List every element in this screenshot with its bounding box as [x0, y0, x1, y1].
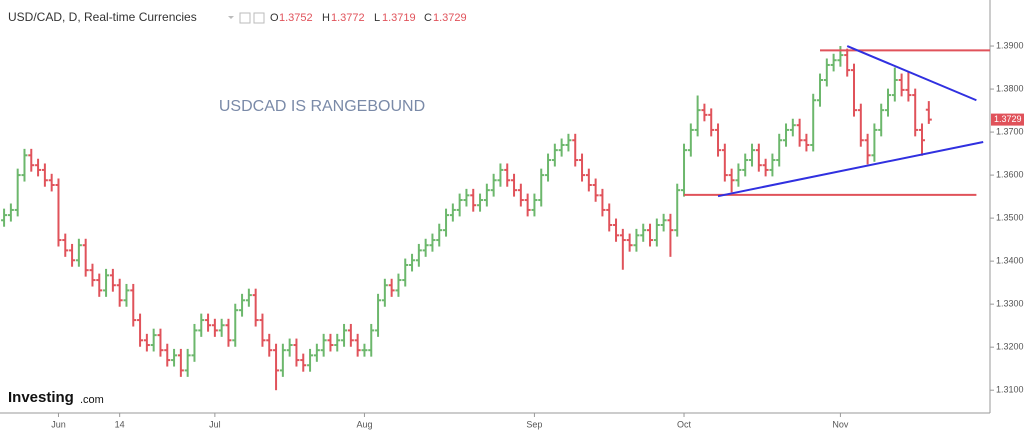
trendline	[717, 140, 984, 198]
x-tick-label: Sep	[526, 419, 542, 429]
ohlc-label: L	[374, 12, 380, 24]
trendline	[846, 45, 977, 102]
x-tick-label: Nov	[832, 419, 849, 429]
ohlc-value: 1.3729	[433, 12, 467, 24]
x-tick-label: 14	[115, 419, 125, 429]
brand-suffix: .com	[80, 394, 104, 406]
y-tick-label: 1.3300	[996, 299, 1024, 309]
y-tick-label: 1.3900	[996, 40, 1024, 50]
y-tick-label: 1.3700	[996, 126, 1024, 136]
ohlc-label: C	[424, 12, 432, 24]
x-tick-label: Oct	[677, 419, 692, 429]
y-tick-label: 1.3800	[996, 83, 1024, 93]
x-tick-label: Aug	[356, 419, 372, 429]
annotation: USDCAD IS RANGEBOUND	[219, 98, 425, 115]
x-tick-label: Jun	[51, 419, 66, 429]
chart-title: USD/CAD, D, Real-time Currencies	[8, 10, 197, 24]
y-tick-label: 1.3100	[996, 385, 1024, 395]
ohlc-value: 1.3772	[331, 12, 365, 24]
ohlc-label: H	[322, 12, 330, 24]
x-tick-label: Jul	[209, 419, 221, 429]
y-tick-label: 1.3600	[996, 169, 1024, 179]
icon[interactable]	[253, 12, 265, 24]
y-tick-label: 1.3500	[996, 212, 1024, 222]
ohlc-value: 1.3719	[382, 12, 416, 24]
y-tick-label: 1.3200	[996, 342, 1024, 352]
ohlc-value: 1.3752	[279, 12, 313, 24]
dropdown-icon[interactable]	[228, 16, 234, 19]
last-price-box	[991, 113, 1024, 126]
last-price-label: 1.3729	[994, 114, 1022, 124]
icon[interactable]	[239, 12, 251, 24]
y-tick-label: 1.3400	[996, 256, 1024, 266]
ohlc-label: O	[270, 12, 279, 24]
brand: Investing	[8, 389, 74, 406]
